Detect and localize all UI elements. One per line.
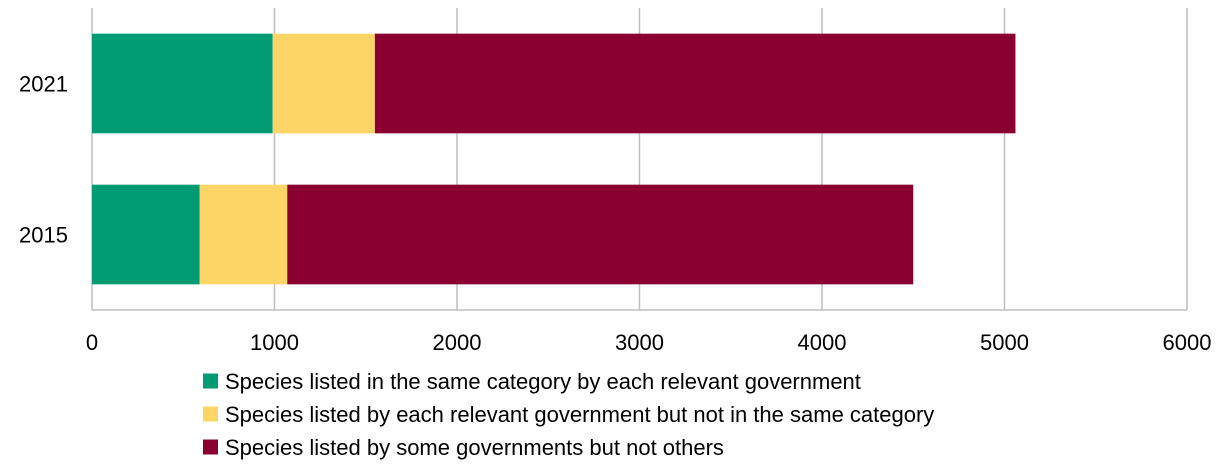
x-tick-label: 5000 (980, 330, 1029, 355)
x-tick-label: 1000 (250, 330, 299, 355)
legend-label-1: Species listed by each relevant governme… (225, 402, 934, 427)
legend-swatch-2 (203, 439, 218, 455)
legend: Species listed in the same category by e… (203, 369, 934, 460)
bar-2021-series-1 (272, 33, 375, 134)
legend-swatch-1 (203, 406, 218, 422)
axes: 0 1000 2000 3000 4000 5000 6000 2021 2015 (19, 72, 1211, 356)
x-tick-label: 6000 (1163, 330, 1212, 355)
bar-2015-series-1 (199, 184, 288, 285)
category-label: 2015 (19, 223, 68, 248)
bars (92, 33, 1016, 285)
bar-2015-series-2 (287, 184, 914, 285)
legend-swatch-0 (203, 373, 218, 389)
legend-label-0: Species listed in the same category by e… (225, 369, 861, 394)
bar-2021-series-0 (92, 33, 273, 134)
x-tick-label: 0 (86, 330, 98, 355)
x-tick-label: 3000 (615, 330, 664, 355)
bar-2021-series-2 (374, 33, 1016, 134)
legend-label-2: Species listed by some governments but n… (225, 435, 724, 460)
bar-2015-series-0 (92, 184, 200, 285)
category-label: 2021 (19, 72, 68, 97)
x-tick-label: 2000 (433, 330, 482, 355)
x-tick-label: 4000 (798, 330, 847, 355)
